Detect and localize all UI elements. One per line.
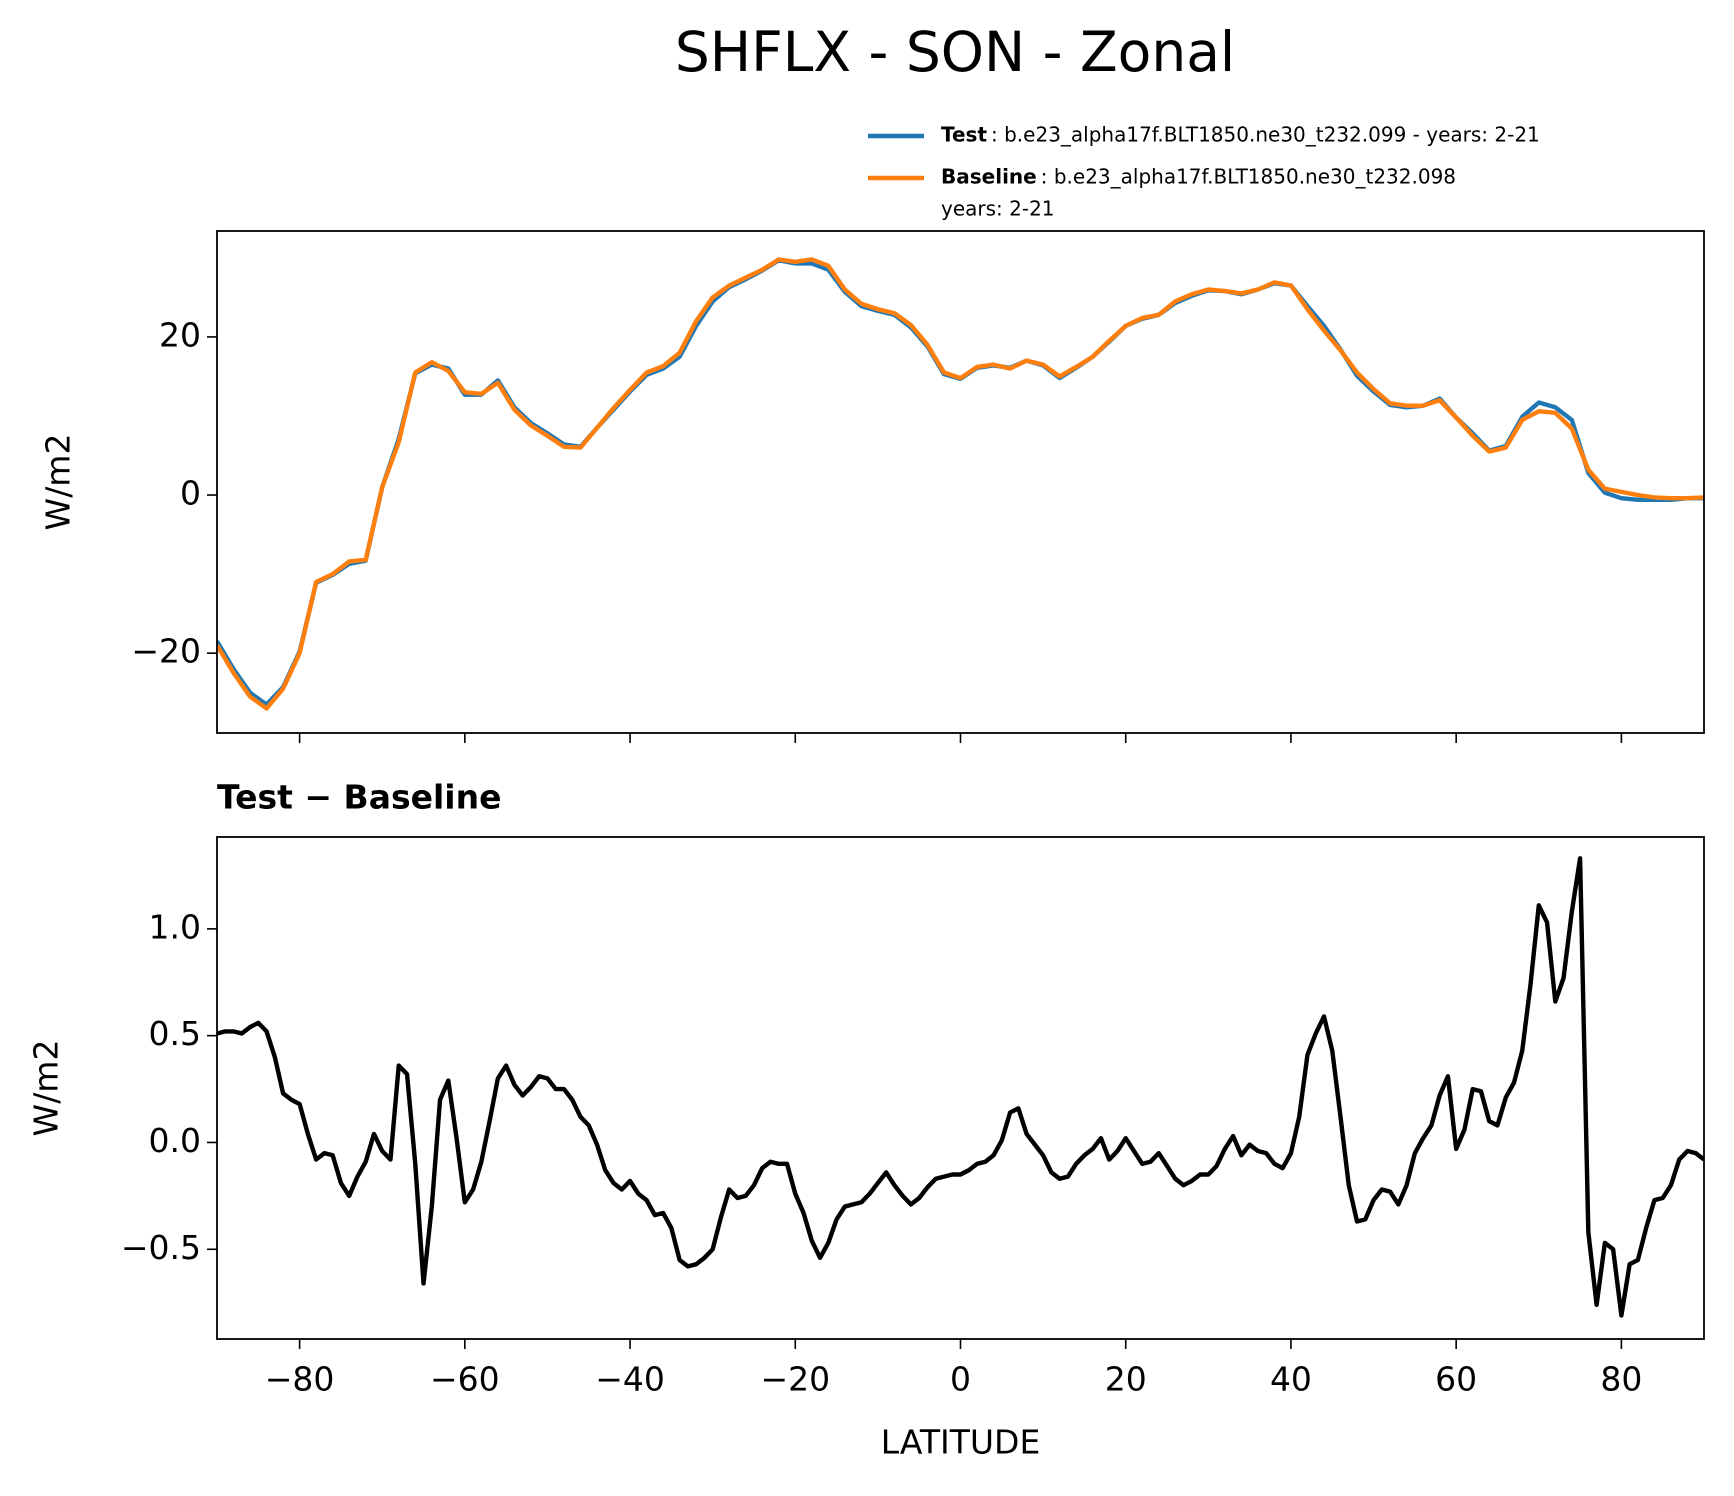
- x-tick-label: −20: [760, 1360, 830, 1399]
- y-tick-label: −0.5: [121, 1228, 201, 1267]
- x-tick-label: −60: [430, 1360, 500, 1399]
- y-tick-label: 1.0: [149, 907, 201, 946]
- legend-description: years: 2-21: [941, 197, 1055, 221]
- legend-description: : b.e23_alpha17f.BLT1850.ne30_t232.099 -…: [991, 123, 1540, 147]
- x-axis-label: LATITUDE: [881, 1423, 1041, 1462]
- axes-frame: [216, 836, 1705, 1340]
- y-tick-label: 0.5: [149, 1014, 201, 1053]
- data-line: [217, 258, 1704, 707]
- legend-description: : b.e23_alpha17f.BLT1850.ne30_t232.098: [1041, 165, 1456, 189]
- x-tick-label: −80: [265, 1360, 335, 1399]
- plot-area: [217, 257, 1704, 711]
- x-tick-label: 0: [950, 1360, 971, 1399]
- y-tick-label: 20: [159, 315, 201, 354]
- x-tick-label: 20: [1105, 1360, 1147, 1399]
- x-tick-label: 40: [1270, 1360, 1312, 1399]
- subplot-title: Test − Baseline: [217, 778, 502, 817]
- data-line: [217, 257, 1704, 711]
- data-line: [217, 856, 1704, 1318]
- legend-name: Baseline: [941, 165, 1037, 189]
- x-tick-label: 60: [1435, 1360, 1477, 1399]
- x-tick-label: 80: [1600, 1360, 1642, 1399]
- y-tick-label: 0: [180, 474, 201, 513]
- figure-title: SHFLX - SON - Zonal: [675, 20, 1235, 84]
- axes-frame: [216, 230, 1705, 734]
- legend-name: Test: [941, 123, 987, 147]
- y-tick-label: −20: [131, 632, 201, 671]
- y-tick-label: 0.0: [149, 1121, 201, 1160]
- y-axis-label: W/m2: [39, 434, 78, 531]
- y-axis-label: W/m2: [27, 1040, 66, 1137]
- plot-area: [217, 856, 1704, 1318]
- x-tick-label: −40: [595, 1360, 665, 1399]
